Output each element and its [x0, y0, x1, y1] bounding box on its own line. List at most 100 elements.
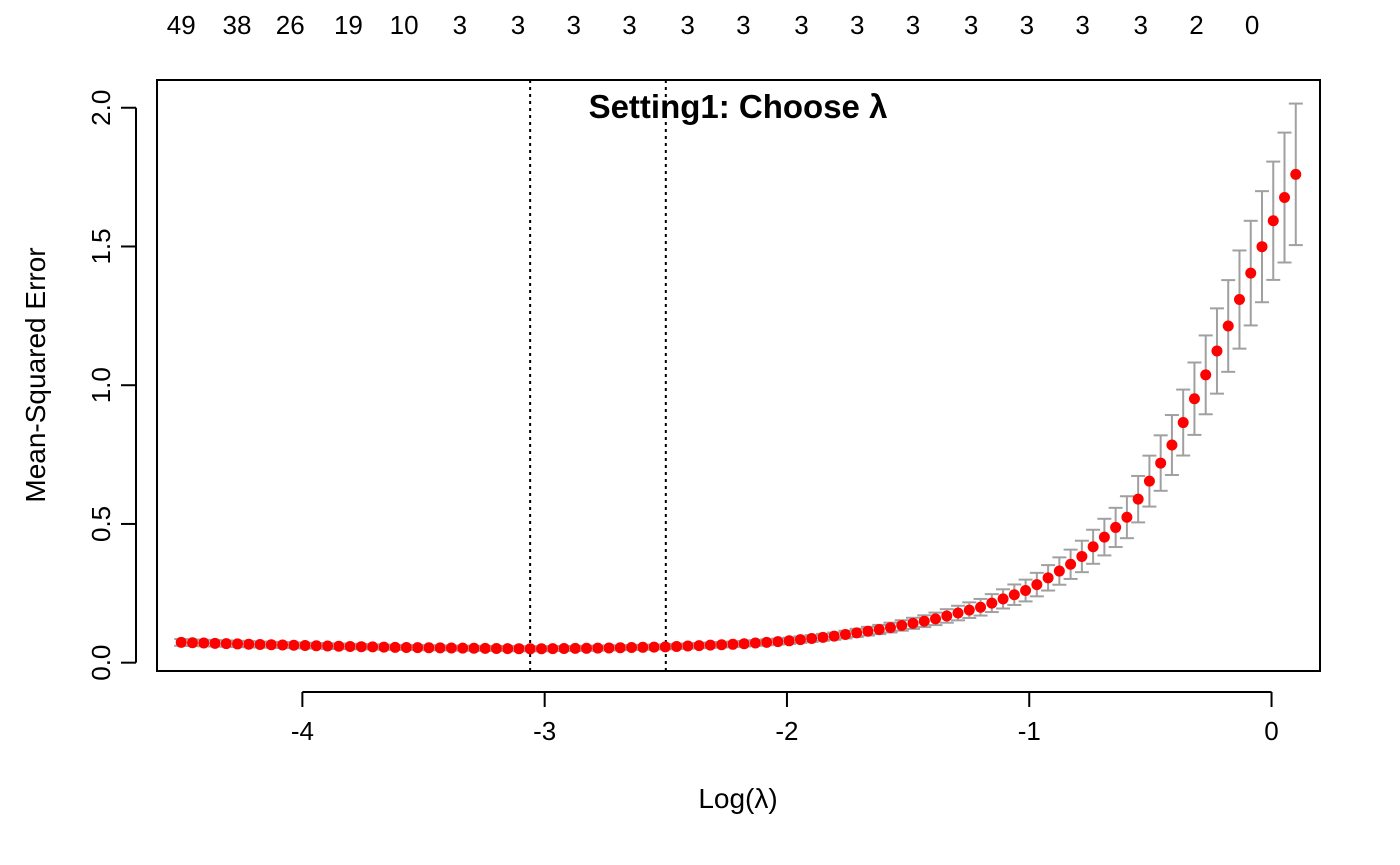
top-axis-label: 3: [511, 10, 525, 40]
y-tick-label: 1.0: [86, 367, 116, 403]
top-axis-label: 3: [453, 10, 467, 40]
mse-point: [806, 632, 818, 644]
mse-point: [310, 640, 322, 652]
mse-point: [1279, 192, 1291, 204]
mse-point: [1233, 294, 1245, 306]
mse-point: [930, 613, 942, 625]
top-axis-label: 10: [390, 10, 419, 40]
error-bars: [174, 102, 1303, 653]
mse-point: [423, 642, 435, 654]
mse-point: [783, 635, 795, 647]
mse-point: [817, 631, 829, 643]
mse-point: [738, 638, 750, 650]
mse-point: [220, 638, 232, 650]
mse-point: [355, 641, 367, 653]
mse-point: [412, 642, 424, 654]
mse-point: [209, 637, 221, 649]
mse-point: [1211, 345, 1223, 357]
reference-lines: [529, 80, 667, 671]
mse-point: [862, 625, 874, 637]
top-axis-label: 3: [736, 10, 750, 40]
mse-point: [1132, 493, 1144, 505]
mse-point: [1121, 511, 1133, 523]
mse-point: [322, 640, 334, 652]
mse-point: [1098, 531, 1110, 543]
mse-point: [1200, 369, 1212, 381]
mse-point: [704, 639, 716, 651]
mse-point: [479, 642, 491, 654]
top-axis-label: 3: [906, 10, 920, 40]
mse-point: [581, 642, 593, 654]
mse-point: [265, 639, 277, 651]
mse-point: [524, 643, 536, 655]
mse-point: [592, 642, 604, 654]
mse-point: [1087, 541, 1099, 553]
mse-point: [1256, 241, 1268, 253]
top-axis-label: 3: [680, 10, 694, 40]
mse-point: [513, 643, 525, 655]
mse-point: [884, 622, 896, 634]
mse-point: [794, 634, 806, 646]
mse-point: [918, 615, 930, 627]
y-tick-label: 0.0: [86, 645, 116, 681]
y-axis: 0.0 0.5 1.0 1.5 2.0: [86, 90, 137, 681]
plot-frame: [156, 79, 1321, 672]
mse-point: [490, 642, 502, 654]
mse-point: [986, 597, 998, 609]
mse-point: [907, 617, 919, 629]
top-axis-label: 3: [850, 10, 864, 40]
top-axis-nonzero-counts: 49 38 26 19 10 3 3 3 3 3 3 3 3 3 3 3 3 3 2 0: [167, 10, 1260, 40]
mse-point: [333, 640, 345, 652]
x-tick-label: 0: [1264, 716, 1278, 746]
mse-point: [344, 640, 356, 652]
mse-point: [614, 642, 626, 654]
mse-point: [659, 641, 671, 653]
mse-point: [367, 641, 379, 653]
mse-point: [716, 639, 728, 651]
top-axis-label: 26: [276, 10, 305, 40]
x-axis-title: Log(λ): [698, 783, 777, 814]
mse-point: [1267, 215, 1279, 227]
mse-point: [761, 636, 773, 648]
mse-point: [828, 630, 840, 642]
y-tick-label: 2.0: [86, 90, 116, 126]
mse-point: [1042, 572, 1054, 584]
mse-point: [1020, 585, 1032, 597]
mse-point: [772, 636, 784, 648]
mse-point: [626, 642, 638, 654]
mse-point: [277, 639, 289, 651]
mse-point: [1155, 457, 1167, 469]
mse-point: [468, 642, 480, 654]
mse-point: [288, 639, 300, 651]
top-axis-label: 49: [167, 10, 196, 40]
top-axis-label: 3: [1020, 10, 1034, 40]
mse-point: [693, 640, 705, 652]
mse-point: [1110, 521, 1122, 533]
mse-point: [254, 639, 266, 651]
mse-point: [648, 641, 660, 653]
mse-point: [558, 643, 570, 655]
mse-point: [1290, 168, 1302, 180]
mse-point: [851, 627, 863, 639]
mse-point: [1031, 579, 1043, 591]
top-axis-label: 3: [567, 10, 581, 40]
mse-point: [671, 640, 683, 652]
top-axis-label: 0: [1245, 10, 1259, 40]
mse-point: [434, 642, 446, 654]
mse-point: [1222, 320, 1234, 332]
mse-point: [603, 642, 615, 654]
mse-point: [749, 637, 761, 649]
top-axis-label: 3: [622, 10, 636, 40]
top-axis-label: 38: [222, 10, 251, 40]
mse-point: [232, 638, 244, 650]
mse-point: [963, 604, 975, 616]
mse-point: [457, 642, 469, 654]
mse-point: [997, 593, 1009, 605]
mse-point: [896, 619, 908, 631]
top-axis-label: 3: [794, 10, 808, 40]
mse-point: [1166, 439, 1178, 451]
mse-point: [1053, 565, 1065, 577]
x-tick-label: -3: [533, 716, 556, 746]
mse-point: [299, 640, 311, 652]
